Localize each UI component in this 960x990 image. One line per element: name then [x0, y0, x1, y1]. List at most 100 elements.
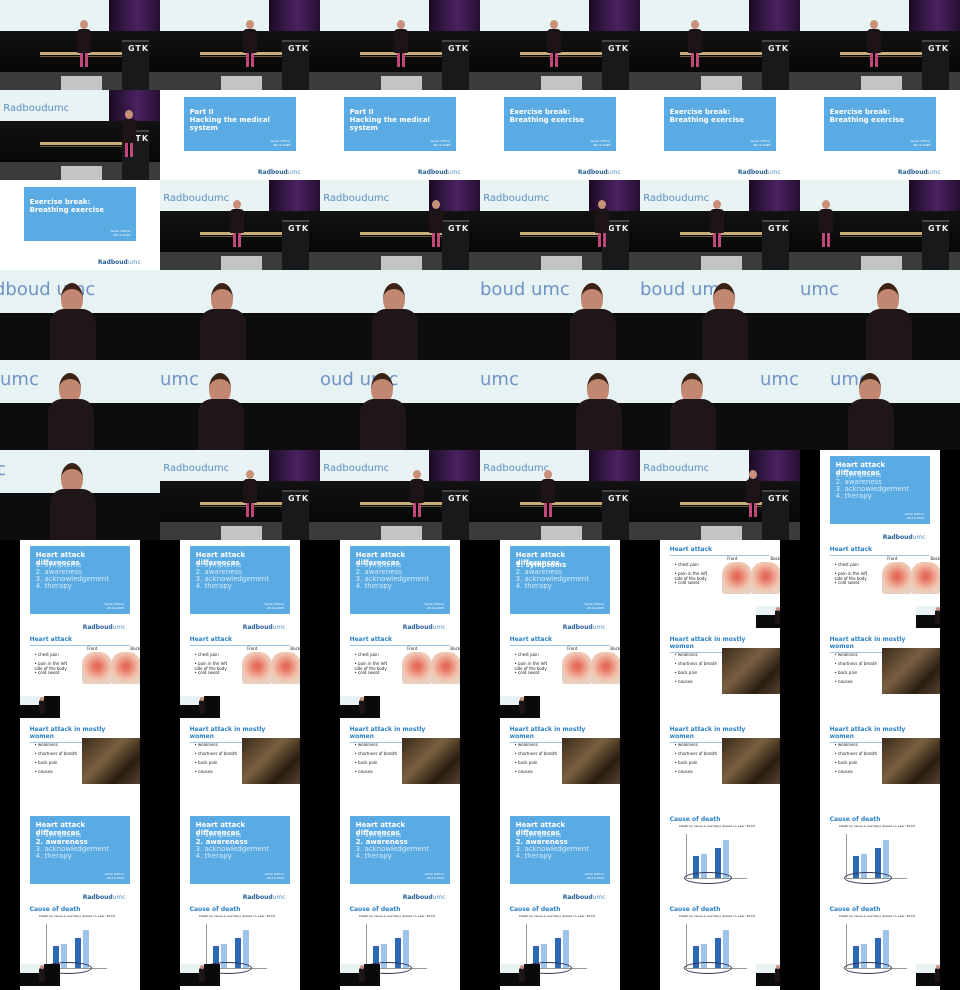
list-item: 4. therapy: [195, 582, 232, 590]
slide-presenter-line: Sarah Hüfner: [104, 602, 125, 606]
logo-part: Radboud: [257, 169, 288, 177]
speaker-torso: [702, 308, 748, 360]
body-pain-figure: [402, 652, 433, 684]
death-section: Cause of death: [510, 906, 611, 913]
speaker: [76, 19, 91, 72]
projection-screen: [320, 360, 480, 404]
speaker-torso: [360, 398, 406, 450]
podium-logo: GTK: [768, 44, 790, 54]
inset-speaker: [775, 965, 780, 983]
slide-title-banner: Heart attack differences 1. symptoms 2. aw…: [189, 816, 291, 884]
speaker-dress: [867, 28, 882, 53]
screen-logo-text: c: [0, 459, 6, 480]
stage-railing: [200, 235, 300, 237]
inset-speaker: [519, 697, 526, 715]
speaker-torso: [866, 308, 912, 360]
speaker-closeup: [702, 282, 748, 360]
stage-railing: [680, 232, 780, 236]
frame-thumbnail: oud umc: [320, 360, 480, 450]
section-rule: [829, 742, 931, 743]
speaker-legs: [822, 232, 831, 247]
chart-bar: [715, 848, 722, 878]
figure-label: Back: [930, 556, 940, 561]
radboudumc-logo: Radboudumc: [898, 169, 941, 176]
slide-title-line: Breathing exercise: [669, 115, 744, 124]
podium: [761, 39, 789, 90]
slide-title: Heart attack differences: [195, 551, 246, 568]
stage-railing: [40, 145, 140, 147]
speaker-closeup: [198, 372, 244, 450]
slide-presenter: Sarah Hüfner 08-12-2018: [904, 512, 924, 520]
chart-bar: [541, 944, 548, 968]
painting-photo: [402, 738, 460, 784]
slide-title: Heart attack differences: [515, 551, 566, 568]
death-section: Cause of death: [190, 906, 291, 913]
slide-presenter: Sarah Hüfner 08-12-2018: [584, 602, 604, 610]
chart-bar: [533, 946, 540, 968]
stage-monitor-box: [380, 525, 423, 540]
list-item: 1. symptoms: [355, 561, 402, 569]
heart-attack-section: Heart attack: [349, 636, 451, 648]
chart-bar: [555, 938, 562, 968]
slide-title: Exercise break: Breathing exercise: [510, 108, 584, 124]
section-rule: [829, 555, 931, 556]
list-item: 3. acknowledgement: [195, 575, 269, 583]
inset-speaker: [359, 965, 366, 983]
inset-screen: [180, 964, 204, 973]
speaker-inset: [20, 696, 60, 718]
list-item: 2. awareness: [195, 838, 248, 846]
stage-railing: [360, 232, 460, 236]
speaker-inset: [340, 696, 380, 718]
logo-part: Radboud: [882, 534, 913, 540]
radboudumc-logo: Radboudumc: [883, 534, 926, 540]
frame-thumbnail: boud umc: [480, 270, 640, 360]
bullet: • cold sweat: [194, 670, 220, 675]
stage-railing: [520, 52, 620, 56]
slide-title-line: Exercise break:: [509, 107, 571, 116]
speaker: [745, 469, 760, 522]
bullet: • back pain: [354, 760, 378, 765]
logo-part: umc: [272, 624, 286, 631]
podium: [121, 39, 149, 90]
speaker: [547, 19, 562, 72]
list-item: 1. symptoms: [835, 471, 882, 479]
slide-presenter-line: Sarah Hüfner: [584, 602, 605, 606]
stage-monitor-box: [60, 75, 103, 90]
death-section: Cause of death: [350, 906, 451, 913]
section-title: Heart attack in mostly women: [669, 636, 746, 650]
stage-railing: [520, 235, 620, 237]
radboudumc-logo: Radboudumc: [243, 624, 286, 631]
inset-screen: [340, 696, 364, 705]
body-pain-figure: [751, 562, 780, 594]
inset-screen: [20, 964, 44, 973]
speaker-inset: [180, 696, 220, 718]
slide-presenter-line: 08-12-2018: [272, 142, 291, 147]
bullet: • nausea: [194, 769, 213, 774]
screen-logo-text: umc: [0, 369, 39, 390]
slide-presenter-line: Sarah Hüfner: [110, 228, 131, 233]
section-title: Cause of death: [829, 906, 881, 913]
podium-logo: GTK: [768, 494, 790, 504]
chart-bar: [693, 856, 700, 878]
radboudumc-logo: Radboudumc: [403, 894, 446, 901]
logo-part: umc: [432, 894, 446, 901]
speaker-legs: [543, 502, 552, 517]
screen-logo: Radboudumc: [323, 192, 390, 204]
speaker: [243, 469, 258, 522]
painting-photo: [242, 738, 300, 784]
stage-railing: [520, 502, 620, 506]
podium-logo: GTK: [128, 44, 150, 54]
podium: [921, 219, 949, 270]
speaker-legs: [431, 232, 440, 247]
podium: [441, 219, 469, 270]
speaker-inset: [756, 964, 780, 986]
death-section: Cause of death: [30, 906, 131, 913]
slide-presenter-line: 08-12-2018: [266, 876, 285, 880]
bullet: • back pain: [834, 760, 858, 765]
frame-thumbnail: GTK: [480, 0, 640, 90]
chart-bar: [381, 944, 388, 968]
radboudumc-logo: Radboudumc: [563, 624, 606, 631]
frame-thumbnail: c: [0, 450, 160, 540]
chart-bar: [403, 930, 410, 968]
